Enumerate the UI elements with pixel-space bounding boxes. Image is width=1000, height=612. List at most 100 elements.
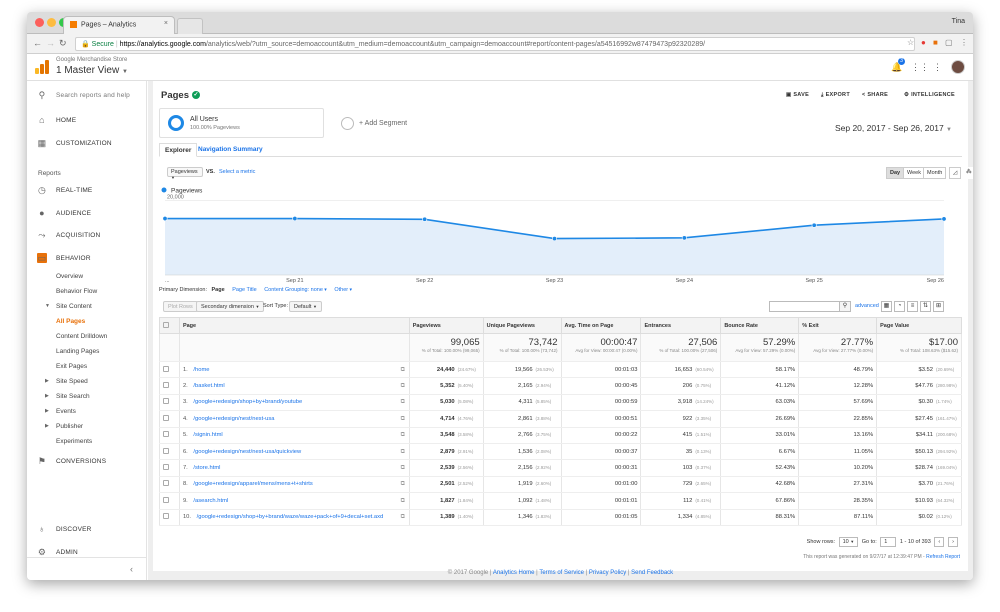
export-button[interactable]: ⤓ EXPORT [821,92,850,99]
browser-user[interactable]: Tina [951,18,965,25]
open-link-icon[interactable]: ⧉ [400,415,405,422]
checkbox[interactable] [163,414,169,421]
checkbox[interactable] [163,464,169,471]
secondary-dimension-select[interactable]: Secondary dimension ▼ [196,301,265,312]
page-link[interactable]: /basket.html [193,383,225,390]
close-tab-icon[interactable]: × [163,20,168,27]
table-row[interactable]: 10. /google+redesign/shop+by+brand/waze/… [159,509,962,526]
tab-explorer[interactable]: Explorer [159,143,198,157]
sidebar-subitem-site-content[interactable]: ▼ Site Content [45,303,92,310]
sidebar-item-audience[interactable]: ● AUDIENCE [27,202,147,224]
row-select-cell[interactable] [159,476,180,494]
checkbox[interactable] [163,321,169,328]
apps-grid-icon[interactable]: ⋮⋮ [911,62,929,72]
sort-type-select[interactable]: Default ▼ [289,301,322,312]
tab-navigation-summary[interactable]: Navigation Summary [198,146,263,153]
week-button[interactable]: Week [903,167,925,179]
save-button[interactable]: ▣ SAVE [786,92,809,98]
reload-icon[interactable]: ↻ [59,38,67,48]
line-chart-type-icon[interactable]: ◿ [949,167,961,179]
close-window-button[interactable] [35,18,44,27]
extension-icon[interactable]: ▢ [945,38,953,47]
page-link[interactable]: /google+redesign/shop+by+brand/waze/waze… [196,514,384,521]
footer-feedback-link[interactable]: Send Feedback [631,570,674,576]
refresh-report-link[interactable]: Refresh Report [926,554,960,560]
analytics-logo-icon[interactable] [35,60,49,74]
sidebar-subitem-overview[interactable]: Overview [56,273,84,280]
table-row[interactable]: 4. /google+redesign/nest/nest-usa ⧉ 4,714(… [159,410,962,428]
advanced-filter-link[interactable]: advanced [855,303,879,309]
checkbox[interactable] [163,398,169,405]
page-link[interactable]: /google+redesign/shop+by+brand/youtube [193,399,303,406]
avatar[interactable] [951,60,965,74]
forward-icon[interactable]: → [46,38,55,48]
sidebar-subitem-landing-pages[interactable]: Landing Pages [56,348,100,355]
more-vert-icon[interactable]: ⋮ [933,62,942,72]
open-link-icon[interactable]: ⧉ [400,514,405,521]
checkbox[interactable] [163,513,169,520]
search-button[interactable]: ⚲ [839,301,851,312]
sidebar-item-home[interactable]: ⌂ HOME [27,109,147,131]
table-row[interactable]: 8. /google+redesign/apparel/mens/mens+t+… [159,476,962,494]
new-tab-button[interactable] [177,18,203,34]
browser-tab[interactable]: Pages – Analytics × [63,16,175,34]
extension-icon[interactable]: ■ [933,38,938,47]
percentage-view-icon[interactable]: ◔ [894,301,905,312]
sidebar-subitem-exit-pages[interactable]: Exit Pages [56,363,88,370]
sidebar-subitem-behavior-flow[interactable]: Behavior Flow [56,288,98,295]
share-button[interactable]: < SHARE [862,92,888,98]
sidebar-item-conversions[interactable]: ⚑ CONVERSIONS [27,450,147,472]
bookmark-star-icon[interactable]: ☆ [907,38,915,47]
dimension-other-link[interactable]: Other [334,287,349,293]
dimension-page-title-link[interactable]: Page Title [232,287,257,293]
view-selector[interactable]: 1 Master View ▼ [56,65,128,76]
month-button[interactable]: Month [923,167,947,179]
row-select-cell[interactable] [159,410,180,428]
row-select-cell[interactable] [159,459,180,477]
pivot-view-icon[interactable]: ⊞ [933,301,944,312]
sidebar-subitem-site-speed[interactable]: ▶ Site Speed [45,378,88,385]
header-page[interactable]: Page [178,317,410,334]
address-bar[interactable]: 🔒 Secure | https://analytics.google.com/… [75,37,915,51]
extension-icon[interactable]: ● [921,38,926,47]
sidebar-subitem-site-search[interactable]: ▶ Site Search [45,393,90,400]
page-link[interactable]: /store.html [193,465,221,472]
table-row[interactable]: 2. /basket.html ⧉ 5,352 (5.40%) 2,165 (2.94%)… [159,377,962,395]
header-avg-time[interactable]: Avg. Time on Page [560,317,642,334]
primary-dimension-page[interactable]: Page [211,287,225,293]
row-select-cell[interactable] [159,492,180,510]
row-select-cell[interactable] [159,427,180,444]
sidebar-subitem-publisher[interactable]: ▶ Publisher [45,423,83,430]
footer-privacy-link[interactable]: Privacy Policy [588,570,627,576]
table-row[interactable]: 9. /asearch.html ⧉ 1,827 (1.84%) 1,092 (1.48%… [159,492,962,510]
page-link[interactable]: /google+redesign/nest/nest-usa/quickview [193,448,302,455]
open-link-icon[interactable]: ⧉ [400,432,405,439]
browser-menu-icon[interactable]: ⋮ [960,38,968,47]
header-page-value[interactable]: Page Value [876,317,962,334]
open-link-icon[interactable]: ⧉ [400,399,405,406]
sidebar-item-customization[interactable]: ▦ CUSTOMIZATION [27,132,147,154]
metric-select[interactable]: Pageviews ▼ [167,167,203,180]
table-row[interactable]: 1. /home ⧉ 24,440 (24.67%) 19,566 (26.53%) 00:… [159,361,962,379]
sidebar-subitem-content-drilldown[interactable]: Content Drilldown [56,333,108,340]
prev-page-button[interactable]: ‹ [934,537,945,547]
dimension-content-grouping-link[interactable]: Content Grouping: none [264,287,323,293]
table-search-input[interactable] [769,301,847,312]
page-link[interactable]: /asearch.html [193,497,229,504]
motion-chart-icon[interactable]: ⁂ [963,167,973,179]
sidebar-search[interactable]: ⚲ Search reports and help [27,84,147,106]
header-bounce-rate[interactable]: Bounce Rate [720,317,800,334]
checkbox[interactable] [163,431,169,438]
back-icon[interactable]: ← [33,38,42,48]
performance-view-icon[interactable]: ≡ [907,301,918,312]
add-segment-button[interactable]: + Add Segment [331,108,496,138]
row-select-cell[interactable] [159,394,180,412]
header-entrances[interactable]: Entrances [640,317,722,334]
open-link-icon[interactable]: ⧉ [400,465,405,472]
footer-terms-link[interactable]: Terms of Service [539,570,584,576]
row-select-cell[interactable] [159,509,180,526]
page-link[interactable]: /signin.html [193,432,223,439]
checkbox[interactable] [163,496,169,503]
page-link[interactable]: /google+redesign/apparel/mens/mens+t+shi… [193,481,313,488]
open-link-icon[interactable]: ⧉ [400,448,405,455]
